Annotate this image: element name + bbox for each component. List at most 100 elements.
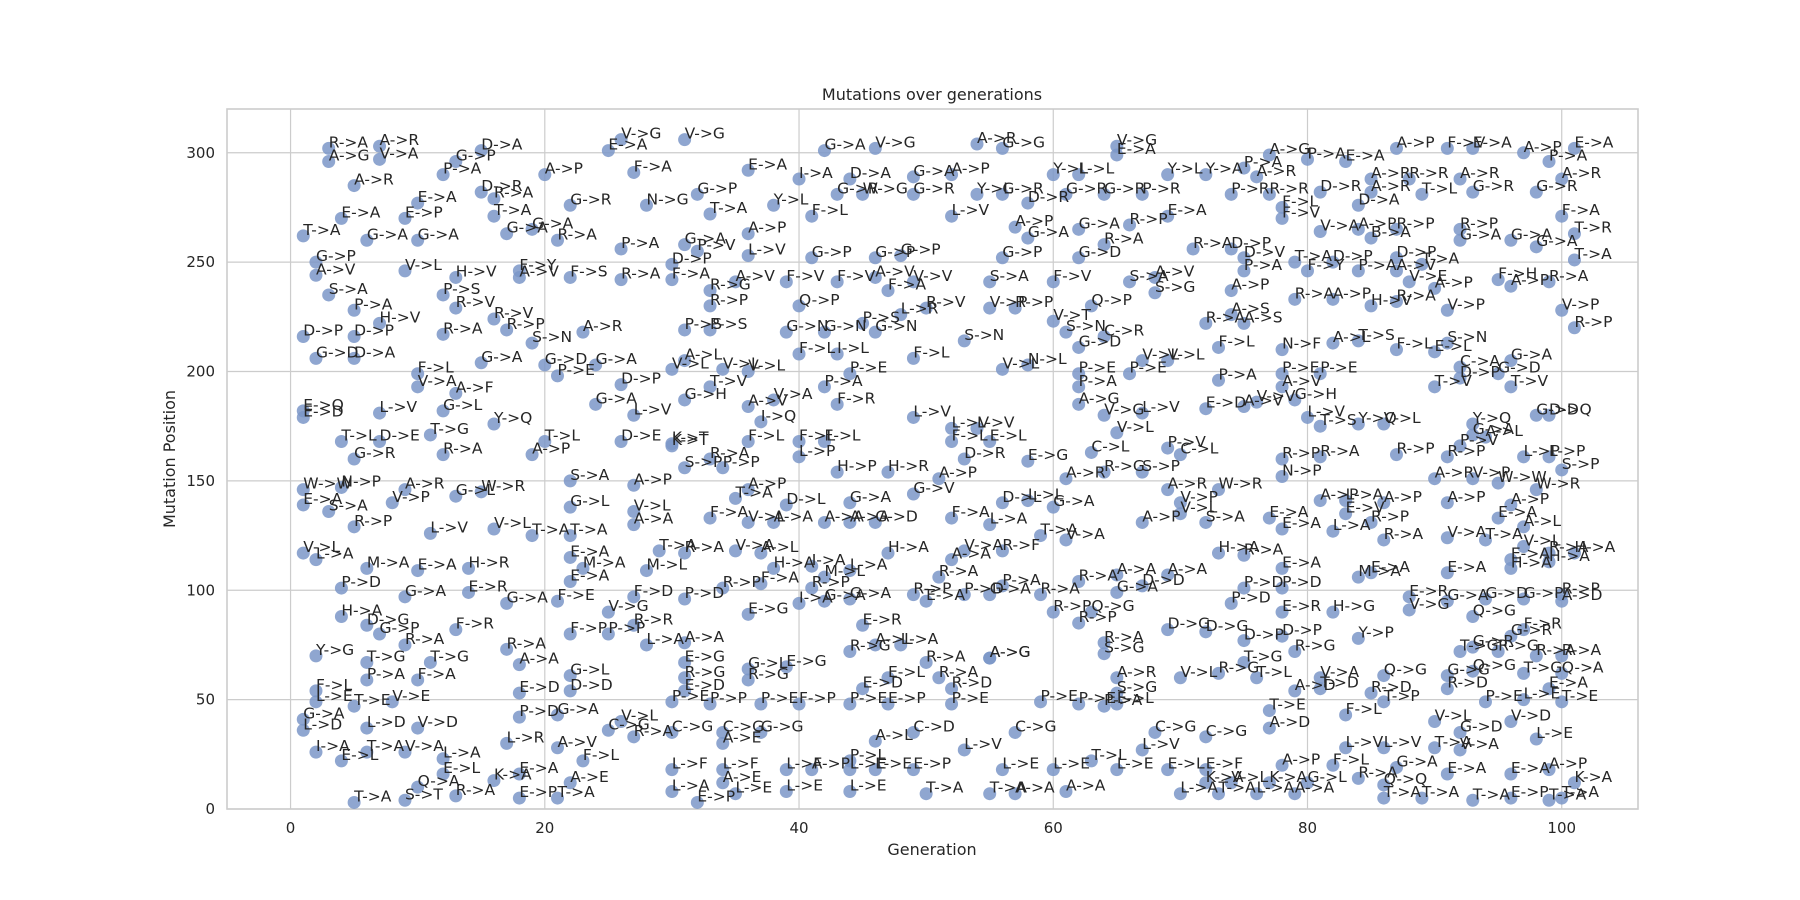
data-point-label: A->A bbox=[1168, 560, 1208, 578]
data-point bbox=[906, 410, 920, 424]
data-point bbox=[576, 754, 590, 768]
data-point bbox=[1517, 450, 1531, 464]
data-point-label: R->P bbox=[710, 291, 748, 309]
x-tick-label: 0 bbox=[286, 819, 296, 837]
data-point-label: R->A bbox=[1244, 540, 1284, 558]
data-point-label: C->G bbox=[723, 717, 764, 735]
data-point bbox=[1046, 275, 1060, 289]
data-point bbox=[1402, 172, 1416, 186]
data-point-label: A->L bbox=[1524, 512, 1562, 530]
data-point-label: Y->Q bbox=[1357, 409, 1396, 427]
data-point bbox=[309, 684, 323, 698]
data-point bbox=[1542, 408, 1556, 422]
data-point bbox=[1173, 507, 1187, 521]
data-point-label: P->A bbox=[1244, 256, 1283, 274]
data-point bbox=[779, 763, 793, 777]
data-point bbox=[398, 264, 412, 278]
data-point bbox=[309, 255, 323, 269]
data-point bbox=[678, 238, 692, 252]
data-point-label: F->L bbox=[418, 359, 454, 377]
data-point-label: V->G bbox=[1409, 595, 1449, 613]
data-point bbox=[703, 284, 717, 298]
data-point bbox=[741, 227, 755, 241]
data-point-label: R->R bbox=[1409, 164, 1449, 182]
data-point-label: R->F bbox=[1002, 536, 1040, 554]
data-point-label: A->P bbox=[1358, 214, 1396, 232]
data-point bbox=[1542, 155, 1556, 168]
data-point-label: A->P bbox=[1511, 490, 1549, 508]
data-point-label: L->V bbox=[430, 518, 468, 536]
data-point bbox=[1313, 682, 1327, 696]
data-point bbox=[1326, 605, 1340, 619]
data-point-label: L->A bbox=[316, 545, 354, 563]
data-point bbox=[1097, 408, 1111, 422]
data-point-label: P->E bbox=[1485, 687, 1522, 705]
data-point bbox=[703, 207, 717, 221]
data-point-label: F->A bbox=[710, 503, 748, 521]
data-point bbox=[1262, 148, 1276, 162]
data-point-label: S->G bbox=[1117, 678, 1157, 696]
data-point bbox=[296, 712, 310, 726]
data-point bbox=[309, 553, 323, 567]
data-point bbox=[398, 745, 412, 759]
data-point-label: P->A bbox=[367, 665, 406, 683]
data-point-label: C->G bbox=[1155, 717, 1196, 735]
data-point-label: E->A bbox=[519, 759, 558, 777]
data-point-label: R->A bbox=[1384, 525, 1424, 543]
data-point-label: C->G bbox=[1015, 717, 1056, 735]
data-point-label: R->A bbox=[1295, 284, 1335, 302]
data-point-label: V->V bbox=[913, 267, 952, 285]
data-point-label: V->L bbox=[1384, 409, 1421, 427]
data-point bbox=[334, 610, 348, 623]
data-point bbox=[1135, 187, 1149, 201]
data-point-label: P->A bbox=[1002, 571, 1041, 589]
data-point-label: D->A bbox=[850, 164, 892, 182]
data-point bbox=[563, 627, 577, 641]
data-point-label: P->A bbox=[443, 160, 482, 178]
data-point-label: A->P bbox=[1333, 284, 1371, 302]
data-point-label: P->E bbox=[558, 361, 595, 379]
data-point bbox=[1212, 483, 1226, 497]
data-point-label: K->A bbox=[1269, 768, 1307, 786]
data-point-label: G->A bbox=[1536, 232, 1578, 250]
data-point bbox=[1377, 496, 1391, 510]
data-point bbox=[1478, 533, 1492, 547]
data-point bbox=[474, 485, 488, 499]
data-point-label: L->R bbox=[507, 728, 545, 746]
data-point bbox=[411, 564, 425, 578]
data-point bbox=[614, 715, 628, 728]
data-point-label: A->R bbox=[1371, 177, 1411, 195]
data-point bbox=[525, 222, 539, 236]
data-point-label: D->R bbox=[964, 444, 1006, 462]
data-point-label: H->R bbox=[888, 457, 929, 475]
data-point-label: F->L bbox=[799, 339, 835, 357]
data-point bbox=[1161, 441, 1175, 455]
data-point-label: A->P bbox=[1320, 486, 1358, 504]
data-point-label: L->E bbox=[316, 687, 353, 705]
data-point bbox=[1059, 472, 1073, 486]
data-point bbox=[983, 651, 997, 665]
data-point-label: T->G bbox=[1523, 658, 1563, 676]
data-point-label: V->T bbox=[1053, 306, 1091, 324]
data-point bbox=[1250, 671, 1264, 685]
data-point bbox=[360, 233, 374, 247]
data-point-label: T->P bbox=[1383, 687, 1420, 705]
data-point bbox=[1504, 279, 1518, 293]
data-point-label: V->A bbox=[1066, 525, 1105, 543]
data-point-label: A->R bbox=[1066, 464, 1106, 482]
data-point bbox=[1415, 257, 1429, 271]
data-point bbox=[1351, 570, 1365, 584]
data-point-label: G->A bbox=[913, 162, 955, 180]
data-point bbox=[1466, 610, 1480, 623]
data-point-label: D->D bbox=[1142, 571, 1185, 589]
data-point bbox=[1517, 592, 1531, 606]
data-point bbox=[296, 410, 310, 424]
data-point bbox=[1288, 292, 1302, 306]
data-point-label: E->A bbox=[1269, 503, 1308, 521]
data-point bbox=[970, 187, 984, 201]
data-point bbox=[296, 546, 310, 560]
data-point bbox=[1542, 793, 1556, 807]
data-point bbox=[1173, 448, 1187, 462]
data-point bbox=[678, 636, 692, 650]
data-point-label: R->A bbox=[1104, 230, 1144, 248]
